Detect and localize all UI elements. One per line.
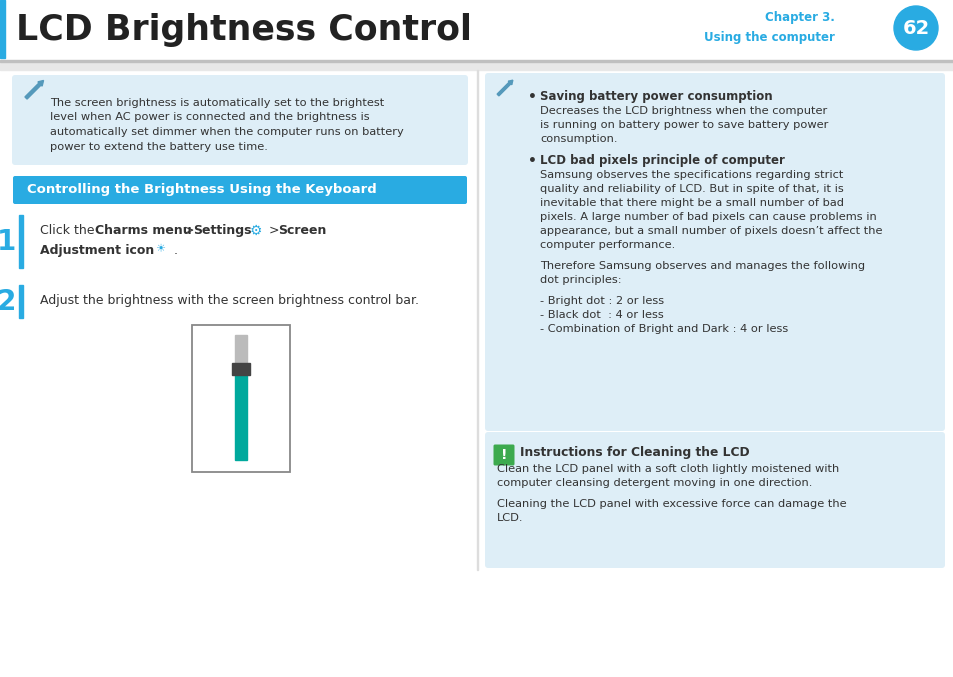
Text: Adjustment icon: Adjustment icon — [40, 244, 154, 257]
Text: >: > — [180, 224, 198, 237]
Text: •: • — [527, 154, 537, 168]
Text: appearance, but a small number of pixels doesn’t affect the: appearance, but a small number of pixels… — [539, 226, 882, 236]
Text: inevitable that there might be a small number of bad: inevitable that there might be a small n… — [539, 198, 843, 208]
Bar — [0, 0, 5, 58]
Text: 2: 2 — [0, 288, 16, 315]
Bar — [0, 60, 953, 62]
Text: LCD bad pixels principle of computer: LCD bad pixels principle of computer — [539, 154, 784, 167]
Text: - Combination of Bright and Dark : 4 or less: - Combination of Bright and Dark : 4 or … — [539, 324, 787, 334]
Text: Instructions for Cleaning the LCD: Instructions for Cleaning the LCD — [519, 446, 749, 459]
Text: computer performance.: computer performance. — [539, 240, 675, 250]
Text: is running on battery power to save battery power: is running on battery power to save batt… — [539, 120, 827, 130]
Text: consumption.: consumption. — [539, 134, 617, 144]
Text: •: • — [527, 90, 537, 104]
Text: 1: 1 — [0, 227, 16, 255]
Bar — [476, 70, 477, 570]
Text: Using the computer: Using the computer — [703, 32, 834, 45]
Bar — [234, 335, 247, 363]
Text: Samsung observes the specifications regarding strict: Samsung observes the specifications rega… — [539, 170, 842, 180]
Text: Charms menu: Charms menu — [95, 224, 192, 237]
Text: Settings: Settings — [193, 224, 252, 237]
Text: .: . — [170, 244, 178, 257]
Text: level when AC power is connected and the brightness is: level when AC power is connected and the… — [50, 112, 369, 123]
Text: Decreases the LCD brightness when the computer: Decreases the LCD brightness when the co… — [539, 106, 826, 116]
FancyBboxPatch shape — [484, 73, 944, 431]
Circle shape — [893, 6, 937, 50]
Text: Screen: Screen — [277, 224, 326, 237]
Text: - Bright dot : 2 or less: - Bright dot : 2 or less — [539, 296, 663, 306]
Text: !: ! — [500, 448, 507, 462]
Text: Adjust the brightness with the screen brightness control bar.: Adjust the brightness with the screen br… — [40, 294, 418, 307]
Text: LCD Brightness Control: LCD Brightness Control — [16, 13, 472, 47]
Text: Chapter 3.: Chapter 3. — [764, 12, 834, 24]
Text: The screen brightness is automatically set to the brightest: The screen brightness is automatically s… — [50, 98, 384, 108]
FancyBboxPatch shape — [12, 75, 468, 165]
Text: Controlling the Brightness Using the Keyboard: Controlling the Brightness Using the Key… — [27, 183, 376, 196]
Bar — [19, 285, 23, 318]
FancyBboxPatch shape — [13, 176, 467, 204]
Text: Saving battery power consumption: Saving battery power consumption — [539, 90, 772, 103]
Text: Cleaning the LCD panel with excessive force can damage the: Cleaning the LCD panel with excessive fo… — [497, 499, 845, 509]
Text: pixels. A large number of bad pixels can cause problems in: pixels. A large number of bad pixels can… — [539, 212, 876, 222]
Text: LCD.: LCD. — [497, 513, 523, 523]
Bar — [19, 215, 23, 268]
Bar — [232, 363, 250, 375]
FancyBboxPatch shape — [484, 432, 944, 568]
Text: 62: 62 — [902, 18, 928, 37]
Text: >: > — [265, 224, 283, 237]
Text: computer cleansing detergent moving in one direction.: computer cleansing detergent moving in o… — [497, 478, 812, 488]
FancyBboxPatch shape — [493, 445, 514, 466]
Bar — [192, 325, 290, 472]
Text: Click the: Click the — [40, 224, 98, 237]
Text: power to extend the battery use time.: power to extend the battery use time. — [50, 141, 268, 152]
Text: automatically set dimmer when the computer runs on battery: automatically set dimmer when the comput… — [50, 127, 403, 137]
Text: quality and reliability of LCD. But in spite of that, it is: quality and reliability of LCD. But in s… — [539, 184, 842, 194]
Text: - Black dot  : 4 or less: - Black dot : 4 or less — [539, 310, 663, 320]
Text: ⚙: ⚙ — [250, 224, 262, 238]
Text: Clean the LCD panel with a soft cloth lightly moistened with: Clean the LCD panel with a soft cloth li… — [497, 464, 839, 474]
Bar — [234, 375, 247, 460]
Text: ☀: ☀ — [154, 244, 165, 254]
Text: dot principles:: dot principles: — [539, 275, 621, 285]
FancyArrow shape — [25, 81, 44, 99]
FancyArrow shape — [497, 80, 513, 96]
Bar — [0, 62, 953, 70]
Text: Therefore Samsung observes and manages the following: Therefore Samsung observes and manages t… — [539, 261, 864, 271]
